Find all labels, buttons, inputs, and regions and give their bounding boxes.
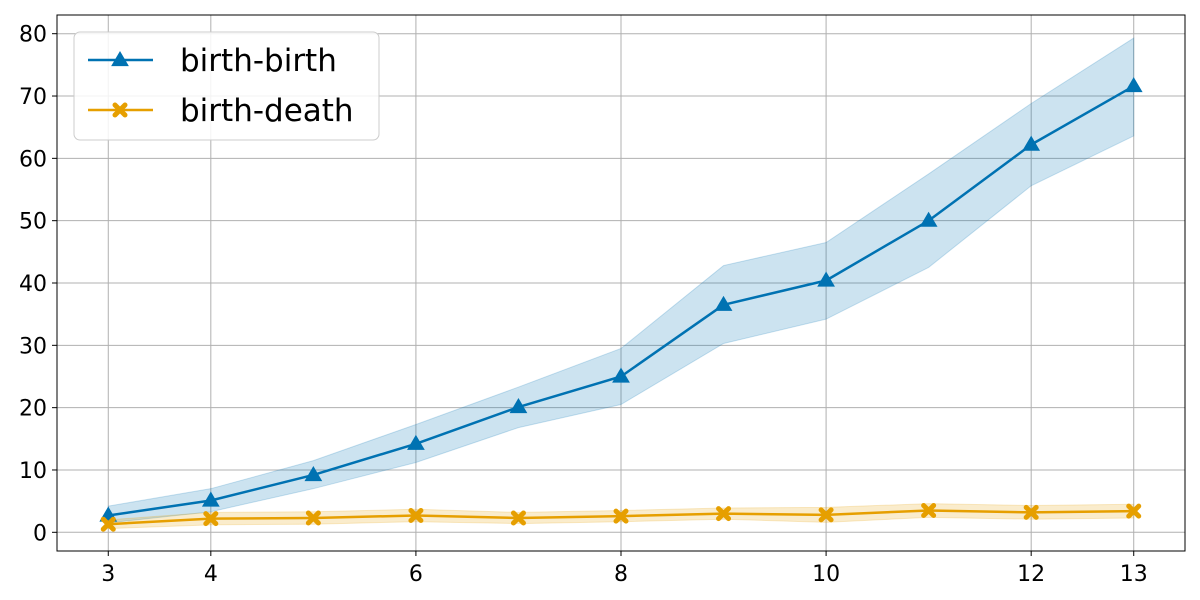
x-tick-label: 6 xyxy=(409,562,423,587)
data-point-birth-death xyxy=(1023,504,1039,520)
data-point-birth-birth xyxy=(714,295,733,311)
data-point-birth-birth xyxy=(1124,77,1143,93)
data-point-birth-birth xyxy=(919,211,938,227)
data-point-birth-death xyxy=(818,507,834,523)
data-point-birth-death xyxy=(510,510,526,526)
legend-label-birth-birth: birth-birth xyxy=(180,43,337,79)
data-point-birth-birth xyxy=(304,465,323,482)
x-tick-label: 10 xyxy=(812,562,840,587)
legend-marker-birth-death xyxy=(112,102,128,118)
legend-label-birth-death: birth-death xyxy=(180,93,354,129)
data-point-birth-death xyxy=(921,502,937,518)
data-point-birth-death xyxy=(100,516,116,532)
x-tick-label: 3 xyxy=(101,562,115,587)
data-point-birth-birth xyxy=(509,398,528,414)
series-markers xyxy=(99,77,1143,532)
y-axis: 0 10 20 30 40 50 60 70 80 xyxy=(19,23,57,546)
data-point-birth-death xyxy=(716,506,732,522)
y-tick-label: 50 xyxy=(19,210,47,235)
x-tick-label: 4 xyxy=(204,562,218,587)
data-point-birth-death xyxy=(203,511,219,527)
data-point-birth-birth xyxy=(1022,135,1041,151)
x-tick-label: 13 xyxy=(1120,562,1148,587)
y-tick-label: 0 xyxy=(33,521,47,546)
x-axis: 3 4 6 8 10 12 13 xyxy=(101,551,1148,587)
x-tick-label: 8 xyxy=(614,562,628,587)
y-tick-label: 20 xyxy=(19,397,47,422)
y-tick-label: 70 xyxy=(19,85,47,110)
data-point-birth-birth xyxy=(407,434,425,450)
y-tick-label: 60 xyxy=(19,147,47,172)
grid xyxy=(57,15,1185,551)
data-point-birth-birth xyxy=(201,491,220,507)
data-point-birth-birth xyxy=(817,271,835,287)
confidence-band-birth-birth xyxy=(107,37,1135,524)
legend: birth-birth birth-death xyxy=(73,31,380,141)
legend-marker-birth-birth xyxy=(111,51,129,67)
data-point-birth-death xyxy=(408,507,424,523)
data-point-birth-death xyxy=(1126,503,1142,519)
y-tick-label: 10 xyxy=(19,459,47,484)
x-tick-label: 12 xyxy=(1017,562,1045,587)
data-point-birth-death xyxy=(613,508,629,524)
data-point-birth-birth xyxy=(612,367,630,383)
y-tick-label: 40 xyxy=(19,272,47,297)
data-point-birth-death xyxy=(305,510,321,526)
y-tick-label: 80 xyxy=(19,23,47,48)
y-tick-label: 30 xyxy=(19,334,47,359)
